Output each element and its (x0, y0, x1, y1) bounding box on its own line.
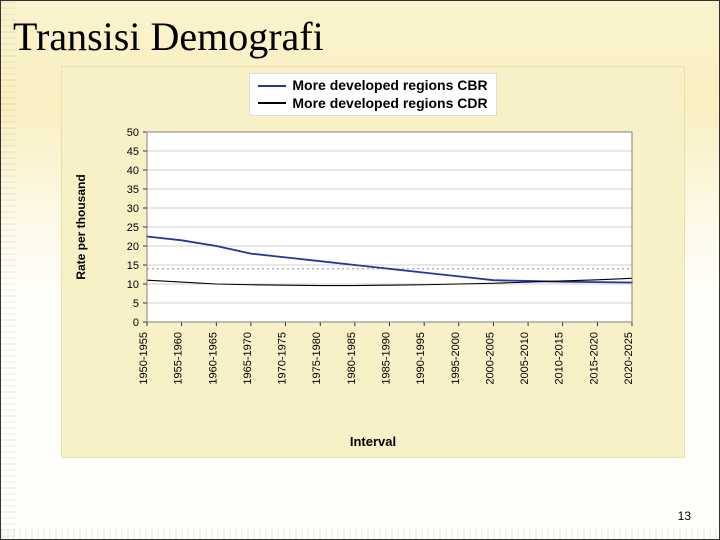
legend-item-cdr: More developed regions CDR (258, 95, 487, 113)
legend-swatch-cdr (258, 102, 286, 104)
svg-text:1980-1985: 1980-1985 (346, 332, 358, 385)
svg-text:Rate per thousand: Rate per thousand (74, 174, 88, 279)
svg-text:1990-1995: 1990-1995 (415, 332, 427, 385)
svg-text:30: 30 (127, 203, 139, 215)
svg-text:45: 45 (127, 146, 139, 158)
chart-container: More developed regions CBR More develope… (61, 66, 685, 458)
svg-text:1960-1965: 1960-1965 (207, 332, 219, 385)
svg-text:1975-1980: 1975-1980 (311, 332, 323, 385)
svg-text:25: 25 (127, 222, 139, 234)
svg-text:35: 35 (127, 184, 139, 196)
legend-item-cbr: More developed regions CBR (258, 77, 487, 95)
slide: Transisi Demografi More developed region… (0, 0, 720, 540)
legend-label: More developed regions CDR (292, 95, 487, 113)
svg-text:1985-1990: 1985-1990 (381, 332, 393, 385)
svg-text:0: 0 (133, 317, 139, 329)
svg-text:1995-2000: 1995-2000 (450, 332, 462, 385)
svg-text:1950-1955: 1950-1955 (138, 332, 150, 385)
page-title: Transisi Demografi (13, 13, 709, 60)
x-axis-label: Interval (350, 434, 396, 449)
legend-label: More developed regions CBR (292, 77, 487, 95)
chart-svg: 0 5 10 15 20 25 30 35 40 45 50 1950-1955 1955-1960 19… (67, 120, 679, 430)
svg-text:40: 40 (127, 165, 139, 177)
svg-text:2015-2020: 2015-2020 (588, 332, 600, 385)
svg-text:10: 10 (127, 279, 139, 291)
svg-text:2010-2015: 2010-2015 (554, 332, 566, 385)
svg-text:50: 50 (127, 127, 139, 139)
svg-text:2020-2025: 2020-2025 (623, 332, 635, 385)
page-number: 13 (678, 509, 691, 523)
svg-text:1965-1970: 1965-1970 (242, 332, 254, 385)
chart-inner: More developed regions CBR More develope… (70, 73, 676, 449)
svg-text:20: 20 (127, 241, 139, 253)
legend-swatch-cbr (258, 85, 286, 87)
svg-text:15: 15 (127, 260, 139, 272)
svg-text:1955-1960: 1955-1960 (173, 332, 185, 385)
chart-legend: More developed regions CBR More develope… (249, 73, 496, 116)
svg-text:2000-2005: 2000-2005 (484, 332, 496, 385)
svg-text:5: 5 (133, 298, 139, 310)
svg-text:1970-1975: 1970-1975 (277, 332, 289, 385)
svg-text:2005-2010: 2005-2010 (519, 332, 531, 385)
